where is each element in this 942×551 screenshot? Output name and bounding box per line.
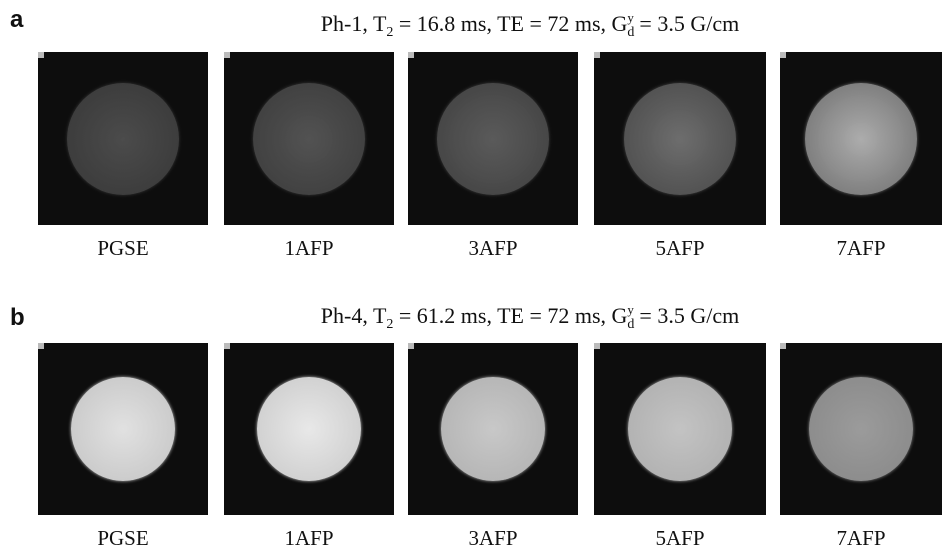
title-part: Ph-4, T (320, 303, 387, 328)
image-caption: PGSE (97, 236, 149, 260)
phantom-disc (809, 377, 913, 481)
panel-title: Ph-1, T2 = 16.8 ms, TE = 72 ms, Gdy = 3.… (200, 10, 860, 41)
phantom-disc (257, 377, 361, 481)
mri-image (594, 343, 766, 515)
corner-marker (38, 343, 44, 349)
phantom-disc (67, 82, 179, 195)
phantom-disc (437, 82, 549, 195)
corner-marker (780, 343, 786, 349)
image-caption: 1AFP (284, 526, 334, 550)
corner-marker (408, 52, 414, 58)
mri-image (38, 343, 208, 515)
image-caption: 1AFP (284, 236, 334, 260)
mri-image (780, 343, 942, 515)
title-part: y (627, 302, 634, 317)
image-caption: 5AFP (655, 526, 705, 550)
mri-image (408, 343, 578, 515)
phantom-disc (624, 82, 736, 195)
corner-marker (594, 52, 600, 58)
phantom-disc (71, 377, 175, 481)
title-part: 2 (386, 317, 394, 332)
mri-image (780, 52, 942, 225)
image-caption: 3AFP (468, 236, 518, 260)
corner-marker (224, 343, 230, 349)
corner-marker (408, 343, 414, 349)
title-part: 2 (386, 25, 394, 40)
mri-image (224, 343, 394, 515)
image-caption: PGSE (97, 526, 149, 550)
phantom-disc (441, 377, 545, 481)
image-caption: 3AFP (468, 526, 518, 550)
title-part: d (627, 25, 635, 40)
phantom-disc (805, 82, 917, 195)
title-part: d (627, 317, 635, 332)
phantom-disc (628, 377, 732, 481)
panel-label: a (10, 6, 24, 33)
image-caption: 7AFP (836, 236, 886, 260)
panel-title: Ph-4, T2 = 61.2 ms, TE = 72 ms, Gdy = 3.… (200, 302, 860, 333)
title-part: = 3.5 G/cm (633, 303, 740, 328)
title-part: y (627, 10, 634, 25)
mri-image (594, 52, 766, 225)
corner-marker (780, 52, 786, 58)
title-part: Ph-1, T (320, 11, 387, 36)
corner-marker (594, 343, 600, 349)
mri-image (224, 52, 394, 225)
corner-marker (224, 52, 230, 58)
title-part: = 16.8 ms, TE = 72 ms, G (393, 11, 628, 36)
mri-image (38, 52, 208, 225)
phantom-disc (253, 82, 365, 195)
image-caption: 7AFP (836, 526, 886, 550)
corner-marker (38, 52, 44, 58)
panel-label: b (10, 304, 25, 331)
title-part: = 61.2 ms, TE = 72 ms, G (393, 303, 628, 328)
title-part: = 3.5 G/cm (633, 11, 740, 36)
image-caption: 5AFP (655, 236, 705, 260)
mri-image (408, 52, 578, 225)
